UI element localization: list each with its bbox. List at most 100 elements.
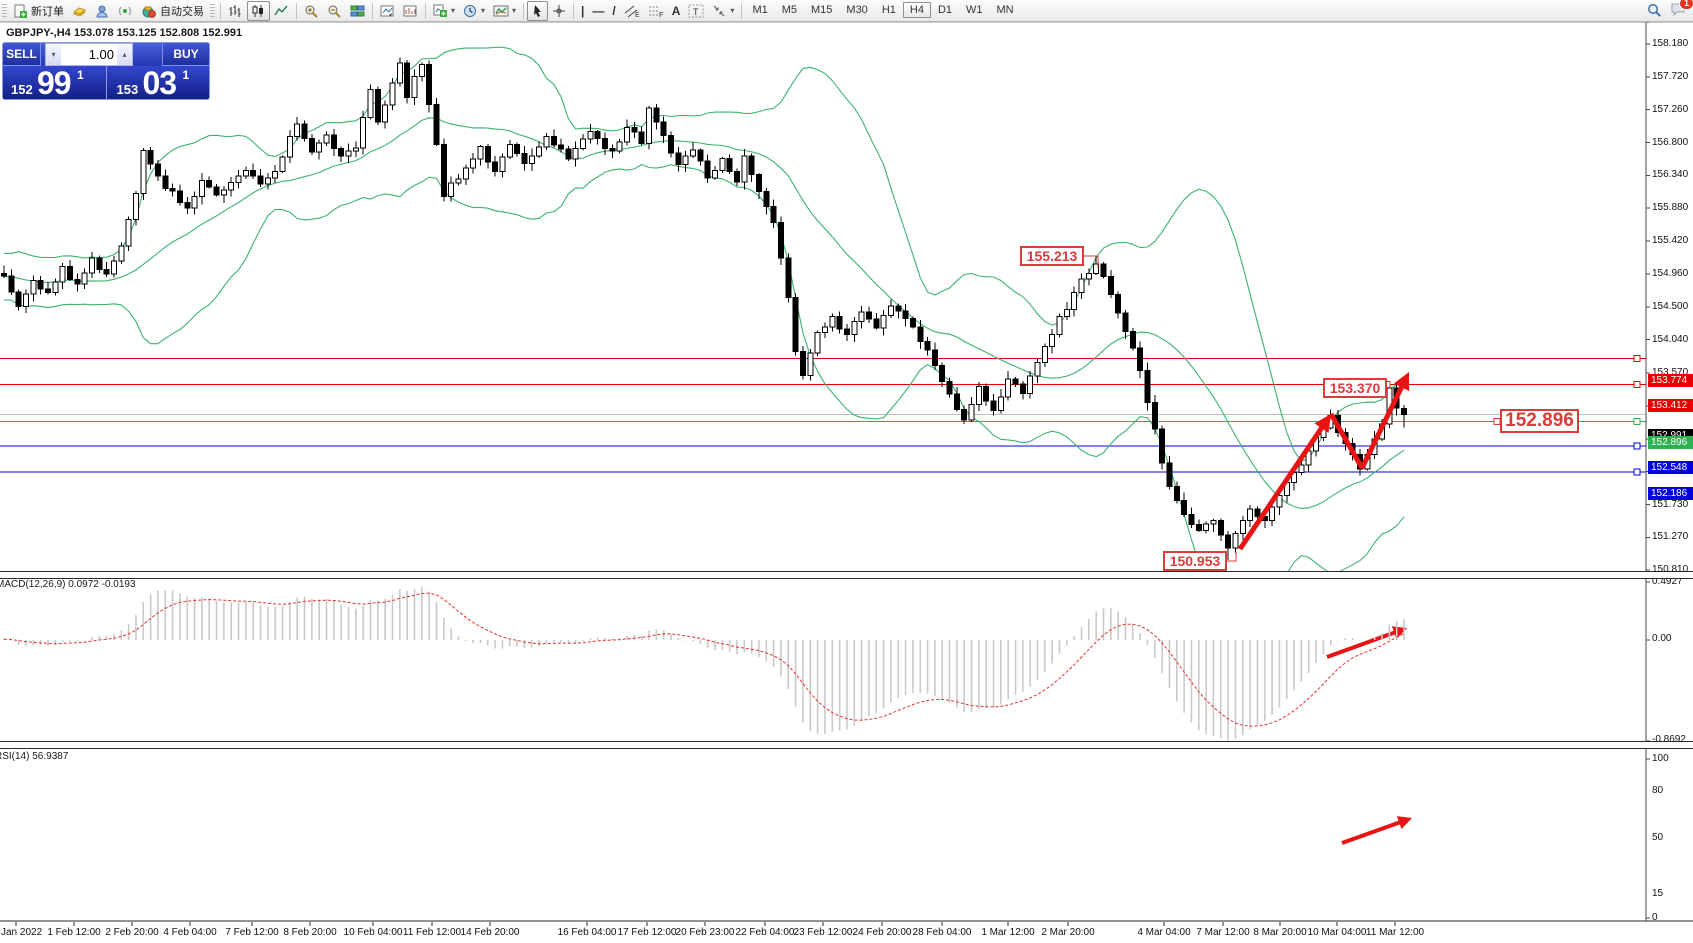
trendline-tool-button[interactable]: / bbox=[608, 1, 619, 21]
svg-text:E: E bbox=[635, 12, 640, 18]
macd-scale-max: 0.4927 bbox=[1652, 576, 1683, 587]
line-handle[interactable] bbox=[1633, 468, 1641, 476]
fibo-tool-button[interactable]: F bbox=[644, 1, 668, 21]
period-button[interactable]: ▾ bbox=[459, 1, 489, 21]
bollinger-middle[interactable] bbox=[4, 117, 1405, 509]
red-arrow[interactable] bbox=[1328, 412, 1365, 470]
buy-price[interactable]: 153 03 1 bbox=[106, 65, 209, 99]
rsi-scale-0: 0 bbox=[1652, 912, 1658, 923]
signal-icon bbox=[118, 6, 132, 15]
macd-scale-zero: 0.00 bbox=[1652, 633, 1672, 644]
data-window-button[interactable] bbox=[376, 1, 399, 21]
label-icon: T bbox=[688, 4, 704, 17]
timeframe-m5[interactable]: M5 bbox=[781, 4, 797, 16]
price-axis-label: 150.810 bbox=[1652, 564, 1689, 576]
new-order-button[interactable]: 新订单 bbox=[9, 1, 68, 21]
zoom-out-icon bbox=[328, 5, 341, 18]
toolbar: 新订单 自动交易 bbox=[0, 0, 1693, 22]
timeframe-mn[interactable]: MN bbox=[996, 4, 1014, 16]
chart-area[interactable]: GBPJPY-,H4 153.078 153.125 152.808 152.9… bbox=[0, 22, 1693, 943]
timeframe-h4[interactable]: H4 bbox=[902, 2, 931, 18]
timeframe-m15[interactable]: M15 bbox=[811, 4, 833, 16]
toolbar-grip[interactable] bbox=[2, 3, 7, 18]
zoom-in-button[interactable] bbox=[300, 1, 323, 21]
toolbar-separator bbox=[296, 2, 297, 19]
cursor-tool-button[interactable] bbox=[527, 0, 549, 21]
label-tool-button[interactable]: T bbox=[684, 1, 708, 21]
red-arrow[interactable] bbox=[1326, 630, 1397, 659]
channel-icon: E bbox=[624, 5, 640, 18]
buy-button[interactable]: BUY bbox=[162, 43, 209, 66]
market-watch-button[interactable] bbox=[399, 1, 422, 21]
red-arrow-head bbox=[1391, 626, 1407, 640]
rsi-scale-100: 100 bbox=[1652, 753, 1669, 764]
volume-down-button[interactable]: ▾ bbox=[46, 44, 61, 65]
volume-up-button[interactable]: ▴ bbox=[117, 44, 132, 65]
vline-tool-button[interactable]: | bbox=[577, 1, 588, 21]
channel-tool-button[interactable]: E bbox=[620, 1, 644, 21]
add-indicator-button[interactable]: ▾ bbox=[429, 1, 459, 21]
time-axis-label: 10 Feb 04:00 bbox=[343, 927, 403, 938]
shapes-tool-button[interactable]: ▾ bbox=[708, 1, 738, 21]
trendline-icon: / bbox=[612, 3, 616, 18]
panel-separator-macd[interactable] bbox=[0, 571, 1693, 579]
red-arrow[interactable] bbox=[1237, 425, 1325, 551]
candle-chart-button[interactable] bbox=[247, 0, 270, 21]
annotation-low-150953[interactable]: 150.953 bbox=[1163, 551, 1227, 571]
new-order-label: 新订单 bbox=[31, 5, 64, 18]
annotation-connector bbox=[1084, 255, 1099, 268]
search-icon[interactable] bbox=[1647, 3, 1662, 18]
time-axis-label: 11 Mar 12:00 bbox=[1365, 927, 1425, 938]
time-axis-label: 11 Feb 12:00 bbox=[402, 927, 462, 938]
annotation-swing-153370[interactable]: 153.370 bbox=[1323, 378, 1387, 398]
timeframe-w1[interactable]: W1 bbox=[966, 4, 983, 16]
red-arrow[interactable] bbox=[1341, 820, 1402, 845]
sell-price[interactable]: 152 99 1 bbox=[3, 65, 107, 99]
price-axis-label: 158.180 bbox=[1652, 38, 1689, 49]
time-axis-label: 20 Feb 23:00 bbox=[675, 927, 735, 938]
signal-button[interactable] bbox=[114, 1, 137, 21]
macd-label: MACD(12,26,9) 0.0972 -0.0193 bbox=[0, 579, 136, 590]
crosshair-icon bbox=[553, 4, 566, 17]
line-handle[interactable] bbox=[1633, 380, 1641, 388]
hline-tool-button[interactable]: — bbox=[588, 1, 608, 21]
toolbar-grip[interactable] bbox=[210, 3, 215, 18]
timeframe-h1[interactable]: H1 bbox=[881, 4, 896, 16]
panel-separator-rsi[interactable] bbox=[0, 741, 1693, 749]
svg-text:F: F bbox=[659, 12, 663, 18]
time-axis-label: 7 Feb 12:00 bbox=[225, 927, 279, 938]
timeframe-m1[interactable]: M1 bbox=[752, 4, 768, 16]
time-axis-label: 14 Feb 20:00 bbox=[460, 927, 520, 938]
line-handle[interactable] bbox=[1633, 417, 1641, 425]
profile-icon bbox=[96, 5, 108, 17]
crosshair-tool-button[interactable] bbox=[548, 1, 570, 21]
volume-input[interactable] bbox=[61, 44, 117, 65]
price-badge-153.412: 153.412 bbox=[1648, 399, 1693, 413]
tile-windows-button[interactable] bbox=[346, 1, 369, 21]
styles-button[interactable] bbox=[68, 1, 91, 21]
annotation-high-155213[interactable]: 155.213 bbox=[1020, 246, 1084, 266]
line-handle[interactable] bbox=[1633, 355, 1641, 363]
red-arrow[interactable] bbox=[1359, 384, 1405, 470]
time-axis-label: 4 Feb 04:00 bbox=[163, 927, 217, 938]
line-handle[interactable] bbox=[1633, 442, 1641, 450]
price-axis-label: 151.730 bbox=[1652, 498, 1689, 510]
zoom-out-button[interactable] bbox=[323, 1, 346, 21]
timeframe-d1[interactable]: D1 bbox=[937, 4, 952, 16]
price-axis-label: 157.260 bbox=[1652, 103, 1689, 115]
template-button[interactable]: ▾ bbox=[489, 1, 520, 21]
rsi-scale-50: 50 bbox=[1652, 832, 1664, 843]
auto-trading-button[interactable]: 自动交易 bbox=[137, 1, 208, 21]
notifications-button[interactable]: 1 bbox=[1670, 0, 1693, 19]
bar-chart-button[interactable] bbox=[224, 1, 247, 21]
candle-chart-icon bbox=[252, 4, 263, 17]
price-axis-label: 154.960 bbox=[1652, 267, 1689, 279]
text-tool-button[interactable]: A bbox=[668, 1, 685, 21]
time-axis-label: 2 Feb 20:00 bbox=[105, 927, 159, 938]
profile-button[interactable] bbox=[91, 1, 114, 21]
bollinger-upper[interactable] bbox=[4, 46, 1405, 462]
timeframe-m30[interactable]: M30 bbox=[846, 4, 868, 16]
line-chart-button[interactable] bbox=[270, 1, 293, 21]
annotation-level-152896[interactable]: 152.896 bbox=[1500, 409, 1579, 433]
sell-button[interactable]: SELL bbox=[3, 43, 41, 66]
